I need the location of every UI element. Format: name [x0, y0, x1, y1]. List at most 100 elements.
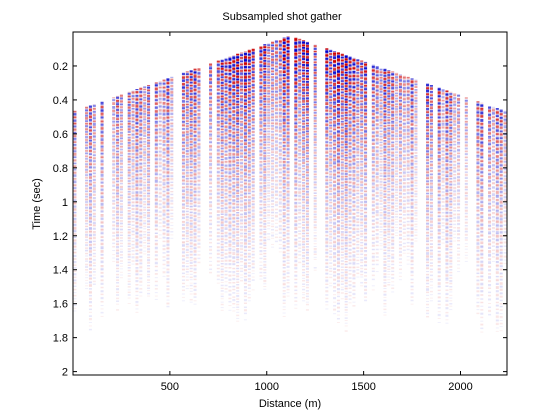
trace-sample	[185, 167, 189, 169]
trace-sample	[112, 182, 116, 184]
trace-sample	[73, 294, 77, 296]
trace-sample	[147, 295, 151, 297]
trace-sample	[139, 223, 143, 225]
trace-sample	[139, 112, 143, 114]
trace-sample	[88, 120, 92, 122]
trace-sample	[193, 70, 197, 72]
trace-sample	[143, 151, 147, 153]
trace-sample	[143, 86, 147, 88]
trace-sample	[135, 158, 139, 160]
trace-sample	[73, 245, 77, 247]
trace-sample	[139, 120, 143, 122]
trace-sample	[143, 197, 147, 199]
trace-sample	[85, 142, 89, 144]
trace-sample	[147, 250, 151, 252]
trace-sample	[193, 120, 197, 122]
trace-sample	[100, 271, 104, 273]
trace-sample	[154, 206, 158, 208]
trace-sample	[143, 138, 147, 140]
trace-sample	[181, 99, 185, 101]
trace-sample	[189, 257, 193, 259]
trace-sample	[73, 113, 77, 115]
trace-sample	[116, 188, 120, 190]
trace-sample	[193, 221, 197, 223]
trace-sample	[100, 294, 104, 296]
trace-sample	[73, 305, 77, 307]
trace-sample	[139, 95, 143, 97]
trace-sample	[127, 286, 131, 288]
trace-sample	[88, 195, 92, 197]
trace-sample	[73, 228, 77, 230]
trace-sample	[181, 77, 185, 79]
trace-sample	[185, 137, 189, 139]
trace-sample	[92, 109, 96, 111]
trace-sample	[73, 130, 77, 132]
trace-sample	[85, 143, 89, 145]
trace-sample	[185, 202, 189, 204]
trace-sample	[139, 181, 143, 183]
trace-sample	[116, 260, 120, 262]
trace-sample	[193, 226, 197, 228]
trace-sample	[139, 216, 143, 218]
trace-sample	[189, 230, 193, 232]
trace-sample	[139, 224, 143, 226]
trace-sample	[116, 193, 120, 195]
trace-sample	[162, 80, 166, 82]
trace-sample	[127, 234, 131, 236]
trace-sample	[166, 80, 170, 82]
trace-sample	[73, 252, 77, 254]
trace-sample	[139, 231, 143, 233]
trace-sample	[135, 129, 139, 131]
trace-sample	[170, 79, 174, 81]
trace	[189, 70, 193, 303]
trace-sample	[170, 166, 174, 168]
trace-sample	[92, 132, 96, 134]
trace-sample	[162, 264, 166, 266]
trace-sample	[100, 239, 104, 241]
trace-sample	[170, 144, 174, 146]
trace-sample	[143, 91, 147, 93]
trace-sample	[85, 107, 89, 109]
trace-sample	[193, 109, 197, 111]
trace-sample	[131, 108, 135, 110]
trace-sample	[189, 261, 193, 263]
trace-sample	[166, 205, 170, 207]
trace-sample	[88, 112, 92, 114]
trace-sample	[92, 116, 96, 118]
trace-sample	[166, 175, 170, 177]
trace-sample	[131, 134, 135, 136]
trace-sample	[166, 163, 170, 165]
trace-sample	[189, 195, 193, 197]
trace-sample	[189, 262, 193, 264]
trace-sample	[135, 176, 139, 178]
trace-sample	[193, 150, 197, 152]
trace-sample	[139, 209, 143, 211]
trace-sample	[88, 224, 92, 226]
trace-sample	[100, 160, 104, 162]
trace-sample	[127, 144, 131, 146]
trace-sample	[189, 212, 193, 214]
trace-sample	[189, 132, 193, 134]
trace-sample	[92, 212, 96, 214]
trace-sample	[181, 166, 185, 168]
trace-sample	[127, 242, 131, 244]
trace-sample	[73, 307, 77, 309]
trace-sample	[154, 123, 158, 125]
trace-sample	[166, 198, 170, 200]
trace-sample	[73, 258, 77, 260]
trace-sample	[73, 181, 77, 183]
trace-sample	[112, 159, 116, 161]
trace-sample	[170, 231, 174, 233]
trace-sample	[112, 185, 116, 187]
trace-sample	[143, 169, 147, 171]
trace-sample	[112, 110, 116, 112]
trace-sample	[119, 94, 123, 96]
trace-sample	[85, 165, 89, 167]
trace-sample	[112, 189, 116, 191]
trace-sample	[127, 283, 131, 285]
trace-sample	[143, 148, 147, 150]
trace-sample	[181, 125, 185, 127]
trace-sample	[112, 207, 116, 209]
trace-sample	[154, 114, 158, 116]
trace-sample	[158, 201, 162, 203]
